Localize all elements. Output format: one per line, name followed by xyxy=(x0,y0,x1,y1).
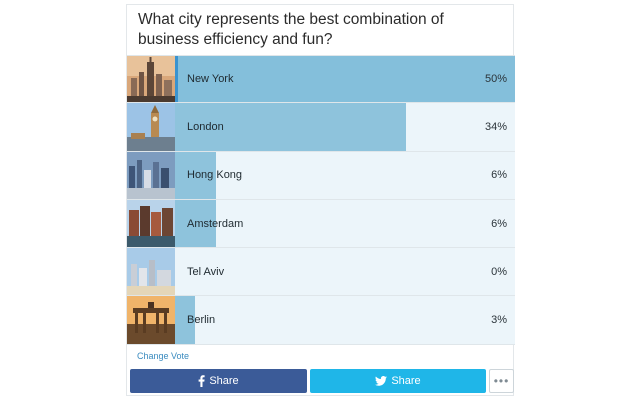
option-label: Tel Aviv xyxy=(187,265,225,278)
poll-option-amsterdam[interactable]: Amsterdam 6% xyxy=(127,199,515,249)
change-vote-link[interactable]: Change Vote xyxy=(137,351,190,361)
option-label: New York xyxy=(187,73,234,86)
twitter-share-button[interactable]: Share xyxy=(310,369,486,393)
option-label: London xyxy=(187,120,224,133)
poll-option-hong-kong[interactable]: Hong Kong 6% xyxy=(127,151,515,200)
poll-option-london[interactable]: London 34% xyxy=(127,103,515,152)
poll-option-new-york[interactable]: New York 50% xyxy=(127,55,515,104)
option-label: Amsterdam xyxy=(187,217,244,230)
facebook-icon xyxy=(198,375,205,387)
result-bar xyxy=(178,56,515,103)
twitter-share-label: Share xyxy=(391,375,421,387)
berlin-brandenburg-gate-thumbnail xyxy=(127,296,175,344)
new-york-skyline-thumbnail xyxy=(127,56,175,103)
result-bar xyxy=(175,103,407,151)
facebook-share-button[interactable]: Share xyxy=(130,369,307,393)
result-bar xyxy=(175,151,216,199)
twitter-icon xyxy=(375,376,388,386)
option-label: Berlin xyxy=(187,314,216,327)
hong-kong-skyline-thumbnail xyxy=(127,151,175,199)
more-options-button[interactable]: ••• xyxy=(489,369,514,393)
poll-option-tel-aviv[interactable]: Tel Aviv 0% xyxy=(127,248,515,297)
result-bar xyxy=(175,199,216,248)
tel-aviv-coast-thumbnail xyxy=(127,248,175,296)
amsterdam-canal-houses-thumbnail xyxy=(127,199,175,248)
poll-question: What city represents the best combinatio… xyxy=(138,11,444,48)
poll-option-berlin[interactable]: Berlin 3% xyxy=(127,296,515,345)
london-big-ben-thumbnail xyxy=(127,103,175,151)
option-percent: 34% xyxy=(484,120,507,133)
option-percent: 6% xyxy=(491,217,507,230)
facebook-share-label: Share xyxy=(209,375,239,387)
poll-widget: What city represents the best combinatio… xyxy=(126,4,515,396)
option-percent: 0% xyxy=(491,265,507,278)
option-percent: 3% xyxy=(491,314,507,327)
result-bar xyxy=(175,296,196,344)
poll-options: New York 50% London 34% xyxy=(127,55,515,345)
share-bar: Share Share ••• xyxy=(130,369,514,393)
option-percent: 6% xyxy=(491,169,507,182)
option-label: Hong Kong xyxy=(187,169,243,182)
option-percent: 50% xyxy=(484,73,507,86)
